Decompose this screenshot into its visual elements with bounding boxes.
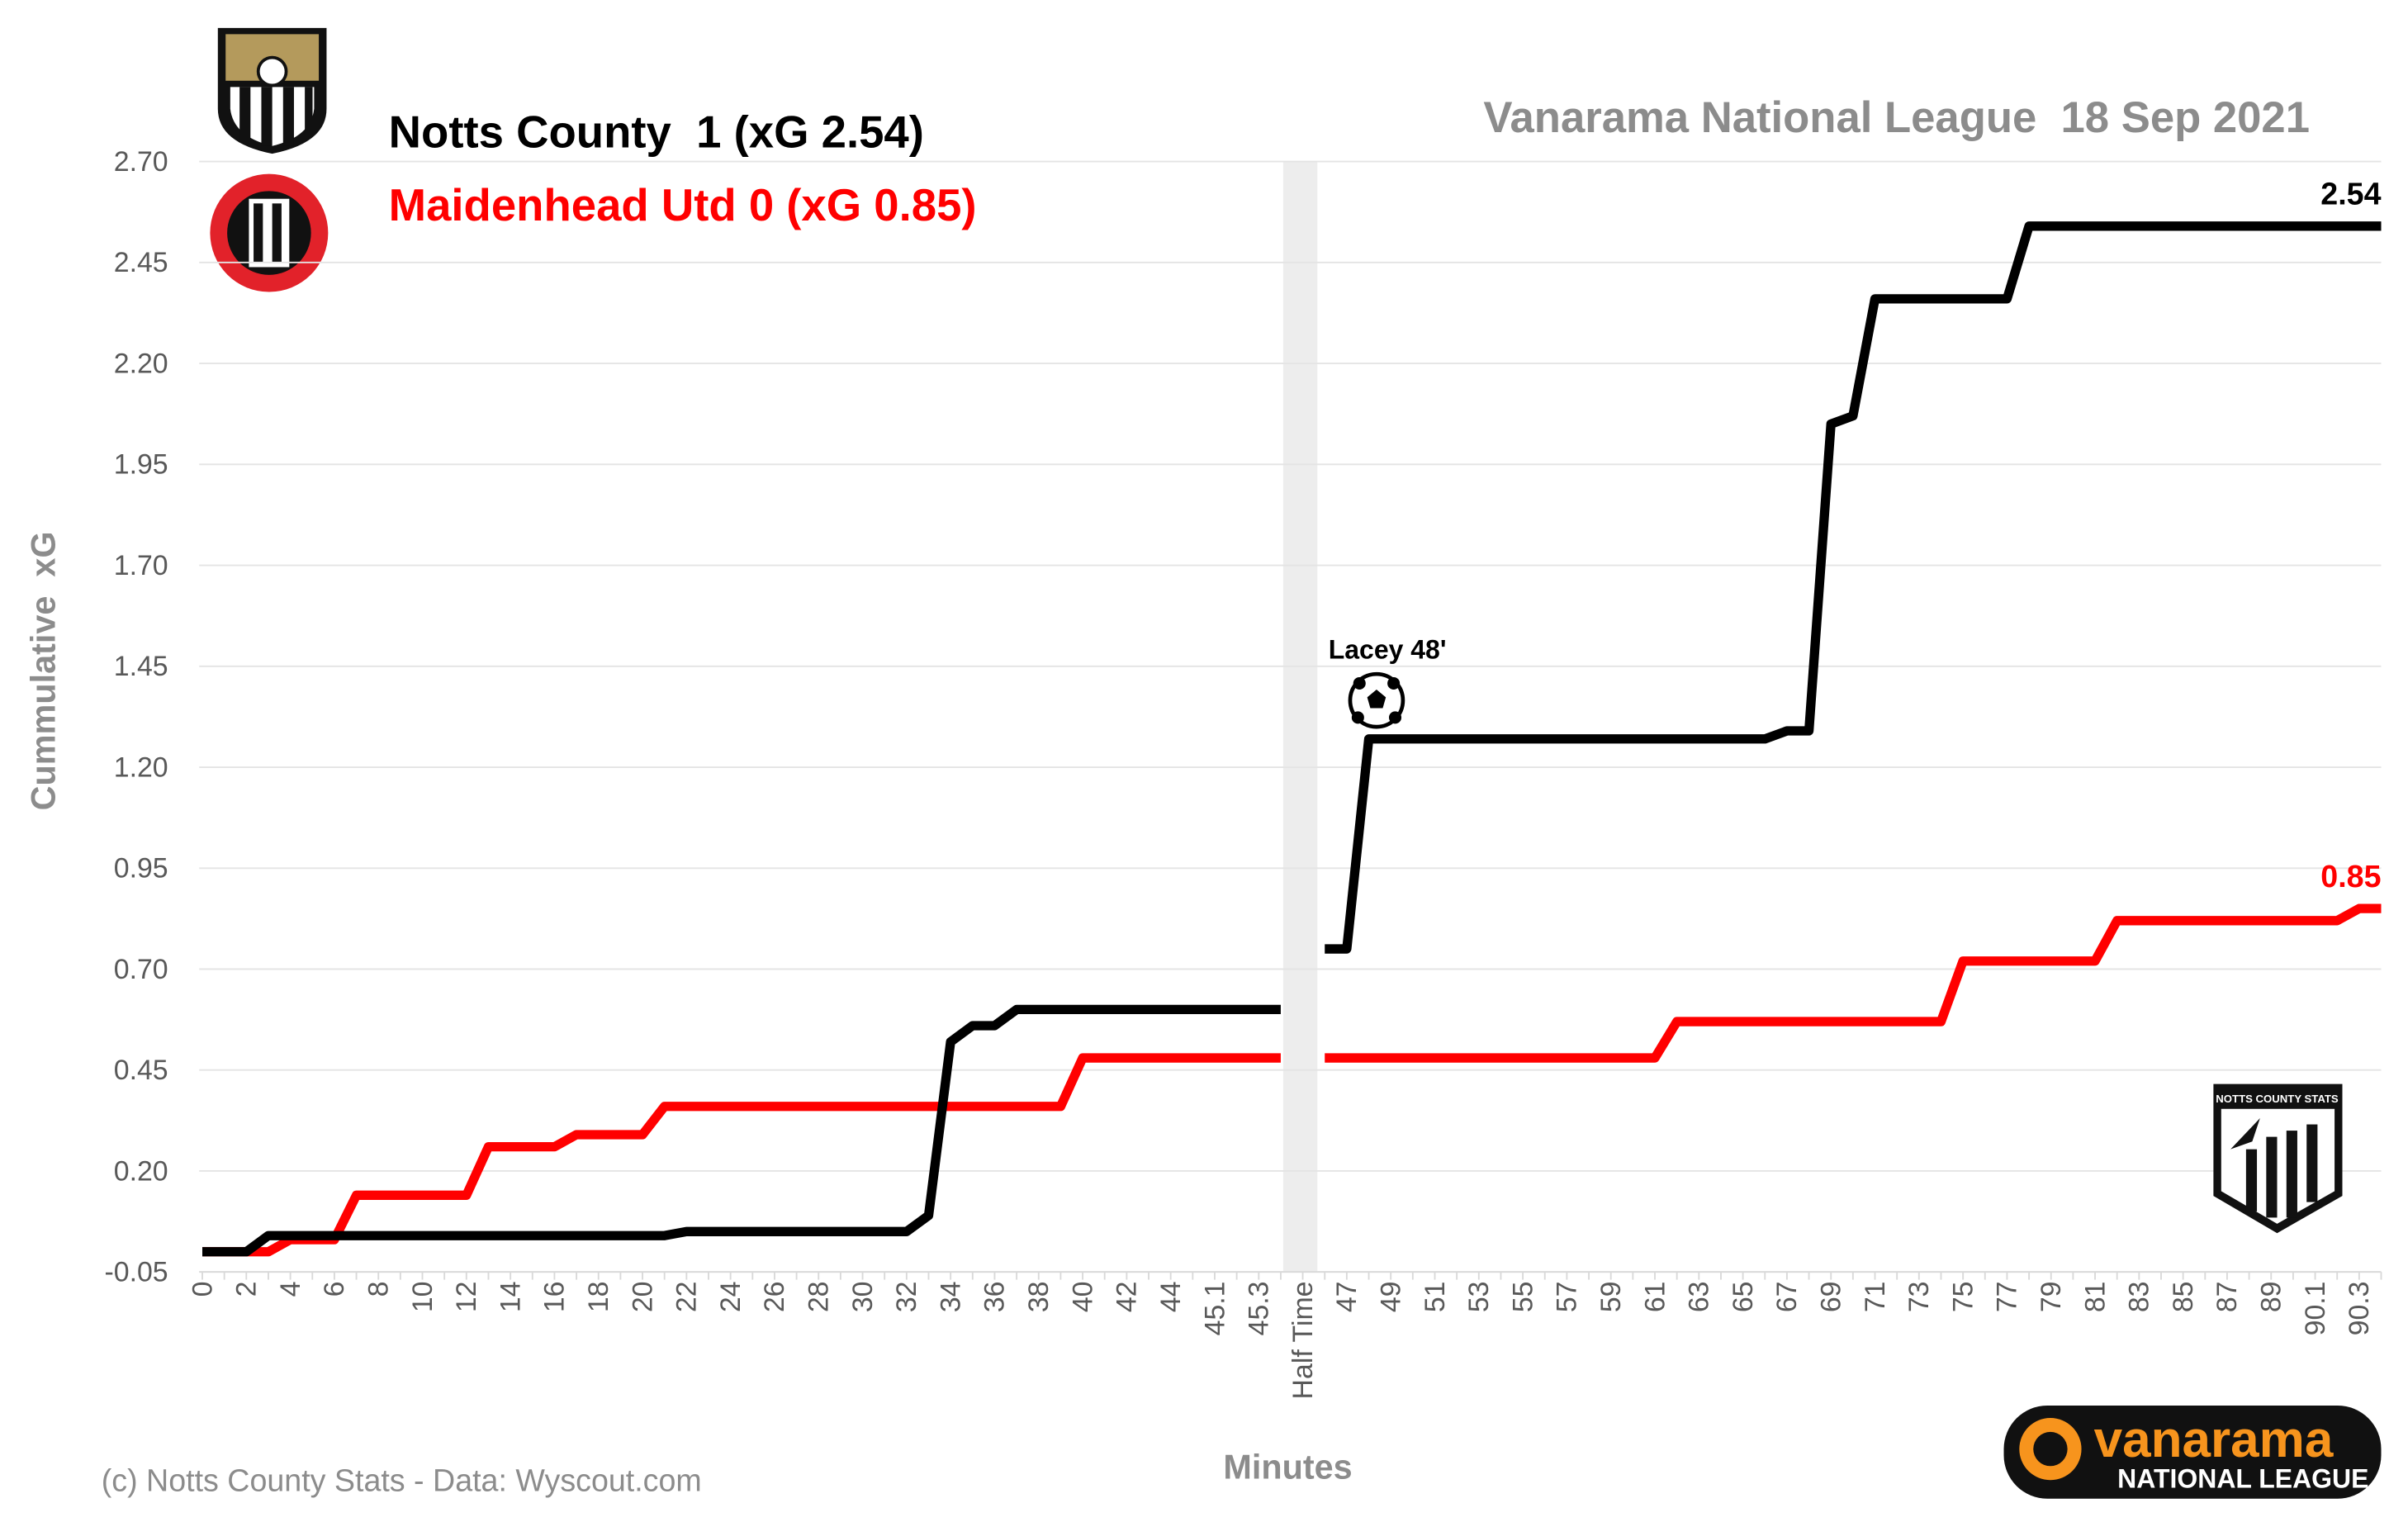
x-tick-label: 83: [2124, 1282, 2155, 1313]
x-tick-label: 40: [1067, 1282, 1098, 1313]
ball-icon: [1351, 711, 1364, 724]
x-tick-label: 49: [1375, 1282, 1406, 1313]
x-tick-label: 81: [2079, 1282, 2111, 1313]
logo-text: NATIONAL LEAGUE: [2117, 1464, 2368, 1494]
home-badge: [217, 27, 327, 154]
x-tick-label: 36: [979, 1282, 1011, 1313]
ball-icon: [1367, 689, 1386, 709]
y-tick-label: 1.45: [114, 651, 168, 682]
x-tick-label: 90.3: [2344, 1282, 2375, 1336]
x-tick-label: 53: [1463, 1282, 1495, 1313]
x-tick-label: 87: [2211, 1282, 2243, 1313]
x-tick-label: 22: [671, 1282, 703, 1313]
x-tick-label: 57: [1552, 1282, 1583, 1313]
x-tick-label: 34: [935, 1282, 966, 1313]
x-tick-label: Half Time: [1287, 1282, 1319, 1400]
x-tick-label: 4: [275, 1282, 306, 1297]
x-tick-label: 47: [1331, 1282, 1363, 1313]
half-time-band: [1282, 161, 1318, 1273]
x-tick-label: 16: [539, 1282, 571, 1313]
y-tick-label: -0.05: [104, 1257, 168, 1288]
stats-logo: NOTTS COUNTY STATS: [2213, 1083, 2343, 1234]
x-tick-label: 12: [451, 1282, 482, 1313]
x-tick-label: 61: [1639, 1282, 1671, 1313]
chart-title: Vanarama National League 18 Sep 2021: [1483, 93, 2310, 142]
y-tick-label: 0.95: [114, 853, 168, 884]
away-badge: [210, 173, 329, 292]
x-tick-label: 28: [803, 1282, 835, 1313]
y-tick-label: 0.45: [114, 1055, 168, 1086]
x-tick-label: 26: [759, 1282, 790, 1313]
x-axis-label: Minutes: [1223, 1448, 1352, 1486]
logo-text: NOTTS COUNTY STATS: [2216, 1093, 2339, 1105]
x-tick-label: 77: [1992, 1282, 2023, 1313]
x-tick-label: 65: [1728, 1282, 1759, 1313]
x-tick-label: 45.3: [1244, 1282, 1275, 1336]
x-tick-label: 89: [2256, 1282, 2287, 1313]
series-title: Maidenhead Utd 0 (xG 0.85): [389, 180, 977, 230]
x-tick-label: 75: [1947, 1282, 1979, 1313]
x-tick-label: 63: [1684, 1282, 1715, 1313]
credit: (c) Notts County Stats - Data: Wyscout.c…: [102, 1463, 702, 1497]
x-tick-label: 24: [715, 1282, 747, 1313]
annotation: Lacey 48': [1329, 634, 1447, 664]
x-tick-label: 30: [847, 1282, 879, 1313]
x-tick-label: 14: [495, 1282, 526, 1313]
series-line: [202, 903, 2382, 1257]
x-tick-label: 32: [891, 1282, 922, 1313]
y-tick-label: 1.70: [114, 550, 168, 581]
y-tick-label: 2.70: [114, 146, 168, 178]
x-tick-label: 85: [2168, 1282, 2199, 1313]
x-tick-label: 59: [1595, 1282, 1627, 1313]
x-tick-label: 38: [1023, 1282, 1055, 1313]
x-tick-label: 2: [231, 1282, 263, 1297]
x-tick-label: 51: [1420, 1282, 1451, 1313]
plot-area: -0.05 0.20 0.45 0.70 0.95 1.20 1.45 1.70 1.95 2.2…: [104, 146, 2382, 1400]
x-tick-label: 73: [1903, 1282, 1935, 1313]
ball-icon: [1388, 711, 1402, 724]
x-tick-label: 67: [1771, 1282, 1803, 1313]
y-tick-label: 1.20: [114, 752, 168, 783]
x-tick-label: 0: [187, 1282, 218, 1297]
ball-icon: [1353, 676, 1366, 690]
sponsor-logo: vanarama NATIONAL LEAGUE: [2003, 1405, 2382, 1499]
x-tick-label: 71: [1860, 1282, 1891, 1313]
y-tick-label: 0.70: [114, 954, 168, 985]
logo-text: vanarama: [2094, 1411, 2334, 1468]
y-axis-label: Cummulative xG: [24, 531, 62, 810]
x-tick-label: 69: [1816, 1282, 1847, 1313]
x-tick-label: 18: [583, 1282, 614, 1313]
y-tick-label: 0.20: [114, 1155, 168, 1187]
y-tick-label: 2.20: [114, 348, 168, 379]
x-tick-label: 45.1: [1199, 1282, 1230, 1336]
y-tick-label: 2.45: [114, 247, 168, 278]
x-tick-label: 42: [1112, 1282, 1143, 1313]
series-title: Notts County 1 (xG 2.54): [389, 107, 924, 158]
series-line: [202, 221, 2382, 1257]
x-tick-label: 44: [1155, 1282, 1187, 1313]
x-tick-label: 10: [407, 1282, 438, 1313]
x-tick-label: 6: [319, 1282, 350, 1297]
x-tick-label: 79: [2036, 1282, 2067, 1313]
x-tick-label: 90.1: [2300, 1282, 2331, 1336]
ball-icon: [1387, 676, 1401, 690]
x-tick-label: 20: [627, 1282, 658, 1313]
y-tick-label: 1.95: [114, 449, 168, 481]
end-label: 2.54: [2320, 176, 2381, 211]
x-tick-label: 8: [363, 1282, 395, 1297]
x-tick-label: 55: [1507, 1282, 1538, 1313]
end-label: 0.85: [2320, 859, 2381, 894]
